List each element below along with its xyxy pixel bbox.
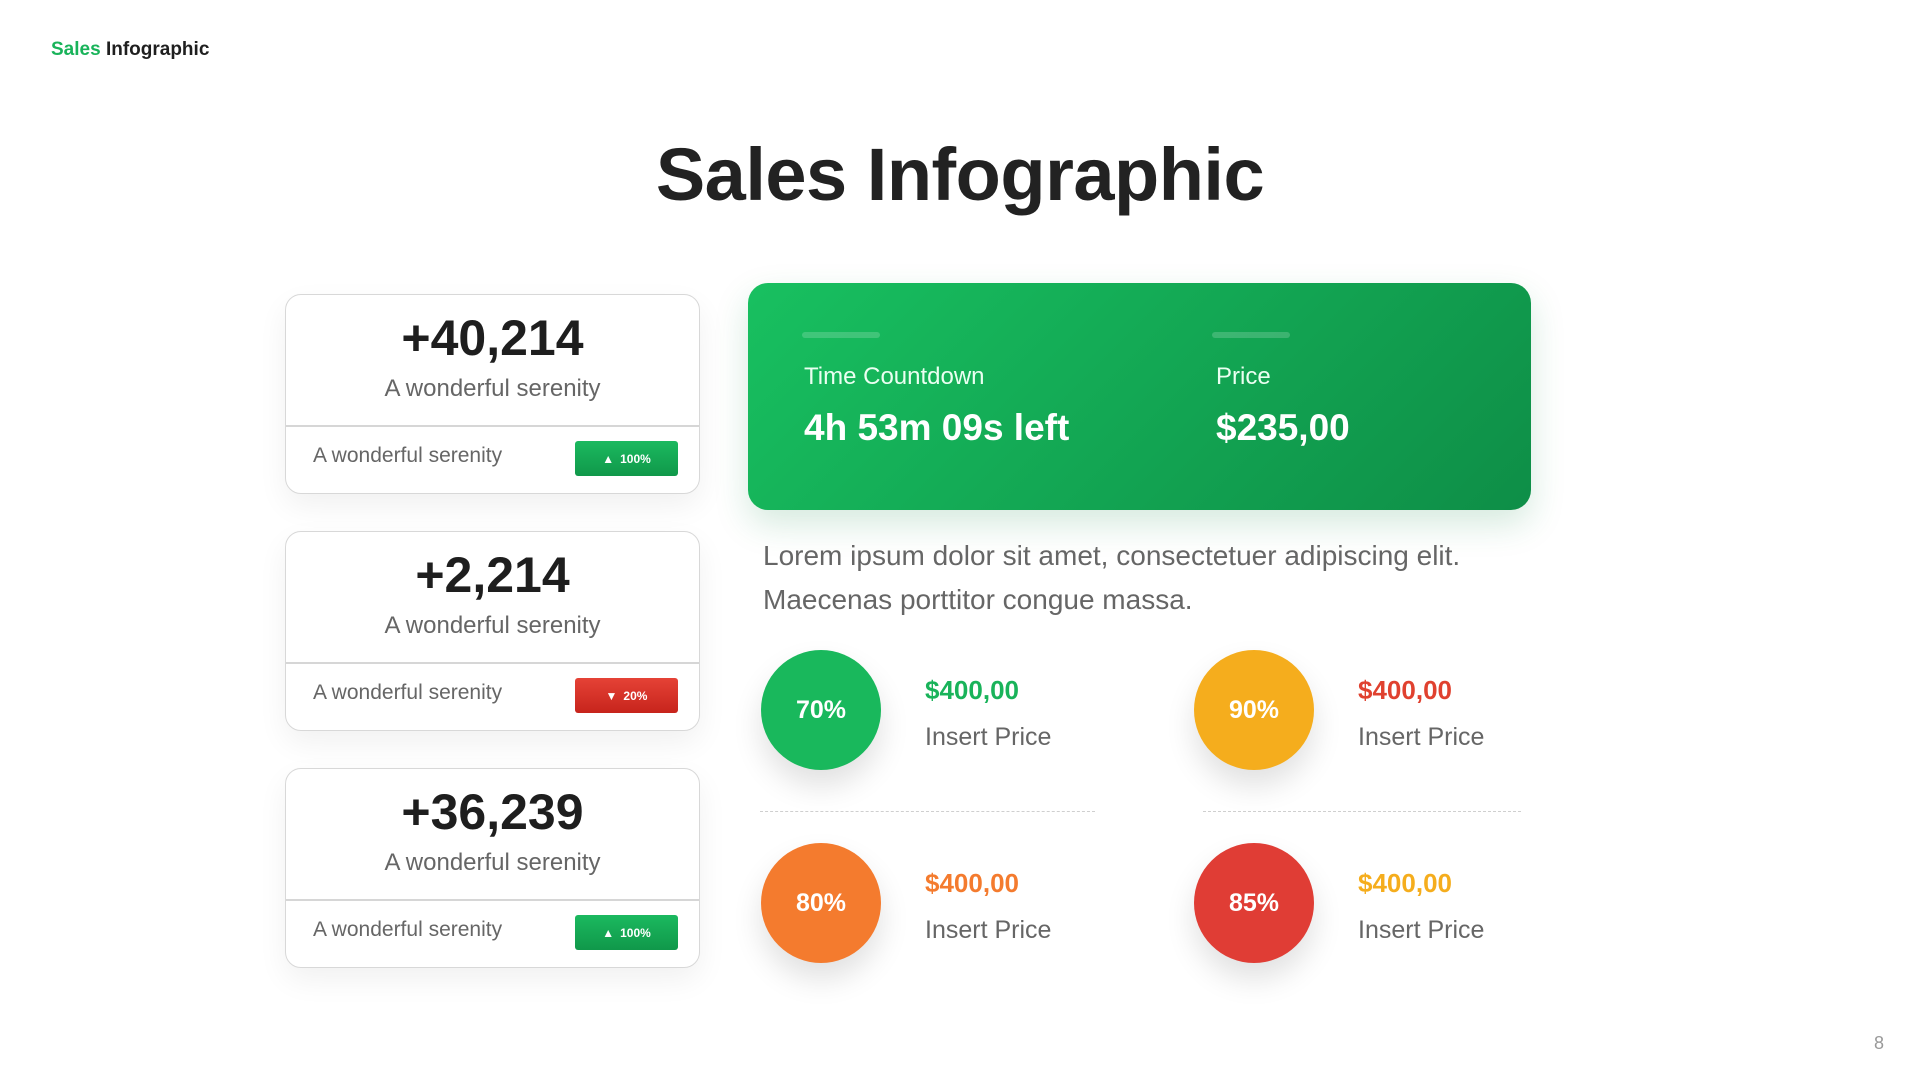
- stat-value: +40,214: [401, 310, 584, 366]
- description-text: Lorem ipsum dolor sit amet, consectetuer…: [763, 540, 1461, 615]
- triangle-up-icon: ▲: [602, 451, 615, 466]
- stat-card-1: +40,214 A wonderful serenity A wonderful…: [285, 294, 700, 494]
- page-number: 8: [1874, 1033, 1885, 1053]
- metric-label-3: Insert Price: [925, 916, 1052, 944]
- badge-value: 100%: [620, 451, 651, 466]
- countdown-value: 4h 53m 09s left: [804, 407, 1070, 448]
- stat-subtitle: A wonderful serenity: [384, 375, 601, 402]
- status-badge-up: ▲ 100%: [575, 441, 678, 476]
- stat-value: +2,214: [415, 547, 570, 603]
- percent-circle-4: 85%: [1194, 843, 1314, 963]
- status-badge-up: ▲ 100%: [575, 915, 678, 950]
- percent-circle-3: 80%: [761, 843, 881, 963]
- price-label: Price: [1216, 363, 1271, 390]
- badge-value: 20%: [623, 688, 648, 703]
- brand-label: Sales Infographic: [51, 39, 209, 61]
- stat-footer-text: A wonderful serenity: [313, 444, 503, 467]
- price-value: $235,00: [1216, 407, 1350, 448]
- metric-label-1: Insert Price: [925, 723, 1052, 751]
- stat-footer-text: A wonderful serenity: [313, 918, 503, 941]
- stat-divider: [286, 899, 699, 901]
- stat-subtitle: A wonderful serenity: [384, 612, 601, 639]
- panel-accent-bar: [1212, 332, 1290, 338]
- badge-value: 100%: [620, 925, 651, 940]
- stat-divider: [286, 425, 699, 427]
- panel-accent-bar: [802, 332, 880, 338]
- percent-circle-1: 70%: [761, 650, 881, 770]
- metric-label-2: Insert Price: [1358, 723, 1485, 751]
- stat-value: +36,239: [401, 784, 584, 840]
- metric-price-3: $400,00: [925, 868, 1019, 898]
- stat-subtitle: A wonderful serenity: [384, 849, 601, 876]
- triangle-up-icon: ▲: [602, 925, 615, 940]
- status-badge-down: ▼ 20%: [575, 678, 678, 713]
- percent-circle-2: 90%: [1194, 650, 1314, 770]
- countdown-label: Time Countdown: [804, 363, 985, 390]
- metric-price-2: $400,00: [1358, 675, 1452, 705]
- metric-price-1: $400,00: [925, 675, 1019, 705]
- stat-footer-text: A wonderful serenity: [313, 681, 503, 704]
- page-title: Sales Infographic: [655, 133, 1265, 216]
- stat-card-2: +2,214 A wonderful serenity A wonderful …: [285, 531, 700, 731]
- brand-part-infographic: Infographic: [105, 39, 210, 60]
- countdown-price-panel: Time Countdown 4h 53m 09s left Price $23…: [748, 283, 1531, 510]
- stat-divider: [286, 662, 699, 664]
- dashed-divider: [1203, 811, 1521, 812]
- triangle-down-icon: ▼: [605, 688, 618, 703]
- brand-part-sales: Sales: [51, 39, 101, 60]
- dashed-divider: [760, 811, 1095, 812]
- metric-label-4: Insert Price: [1358, 916, 1485, 944]
- stat-card-3: +36,239 A wonderful serenity A wonderful…: [285, 768, 700, 968]
- metric-price-4: $400,00: [1358, 868, 1452, 898]
